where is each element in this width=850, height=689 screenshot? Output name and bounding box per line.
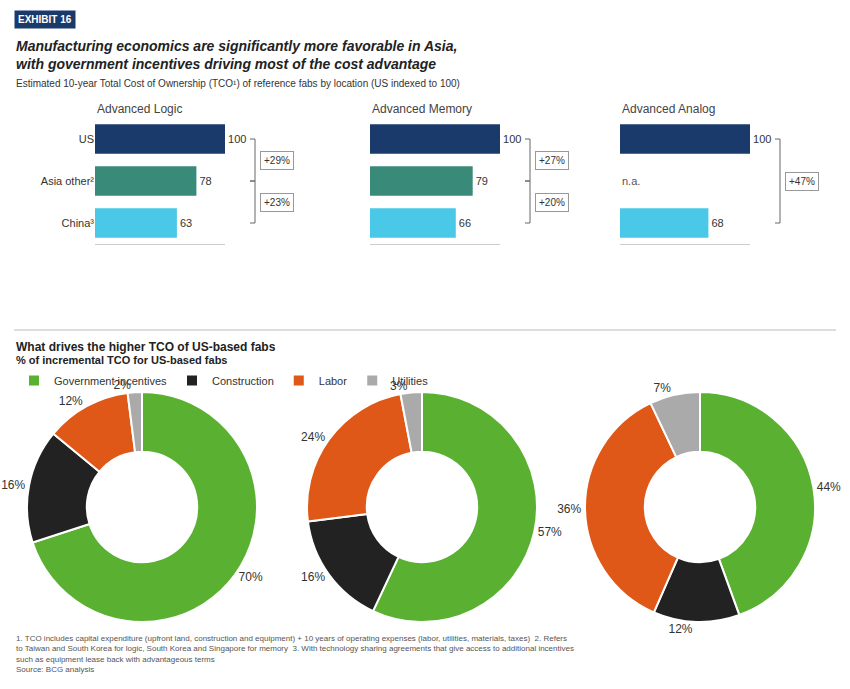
- svg-text:Advanced Logic: Advanced Logic: [97, 102, 182, 116]
- svg-text:1. TCO includes capital expend: 1. TCO includes capital expenditure (upf…: [16, 634, 574, 674]
- svg-text:n.a.: n.a.: [622, 175, 640, 187]
- svg-text:66: 66: [459, 217, 471, 229]
- svg-text:16%: 16%: [301, 570, 325, 584]
- svg-text:% of incremental TCO for US-ba: % of incremental TCO for US-based fabs: [16, 354, 227, 366]
- svg-text:Labor: Labor: [319, 375, 347, 387]
- svg-text:What drives the higher TCO of: What drives the higher TCO of US-based f…: [16, 340, 276, 354]
- svg-text:Asia other²: Asia other²: [41, 175, 95, 187]
- svg-text:Government incentives: Government incentives: [54, 375, 167, 387]
- svg-text:Manufacturing economics are si: Manufacturing economics are significantl…: [16, 38, 457, 72]
- svg-text:Construction: Construction: [212, 375, 274, 387]
- svg-text:12%: 12%: [669, 622, 693, 636]
- svg-text:EXHIBIT 16: EXHIBIT 16: [18, 14, 72, 25]
- svg-text:+20%: +20%: [539, 197, 565, 208]
- svg-text:US: US: [79, 133, 94, 145]
- svg-text:16%: 16%: [1, 478, 25, 492]
- svg-text:79: 79: [476, 175, 488, 187]
- svg-text:12%: 12%: [59, 394, 83, 408]
- svg-text:78: 78: [199, 175, 211, 187]
- svg-text:36%: 36%: [557, 502, 581, 516]
- svg-text:70%: 70%: [239, 570, 263, 584]
- svg-text:44%: 44%: [817, 480, 841, 494]
- svg-text:China³: China³: [62, 217, 95, 229]
- svg-text:+27%: +27%: [539, 155, 565, 166]
- svg-text:68: 68: [711, 217, 723, 229]
- svg-text:+29%: +29%: [264, 155, 290, 166]
- svg-text:100: 100: [753, 133, 771, 145]
- svg-text:+47%: +47%: [789, 176, 815, 187]
- svg-text:57%: 57%: [538, 525, 562, 539]
- svg-text:100: 100: [228, 133, 246, 145]
- svg-text:Estimated 10-year Total Cost o: Estimated 10-year Total Cost of Ownershi…: [16, 78, 460, 89]
- svg-text:Utilities: Utilities: [392, 375, 428, 387]
- svg-text:24%: 24%: [301, 430, 325, 444]
- svg-text:63: 63: [180, 217, 192, 229]
- svg-text:7%: 7%: [653, 381, 671, 395]
- svg-text:Advanced Analog: Advanced Analog: [622, 102, 715, 116]
- svg-text:100: 100: [503, 133, 521, 145]
- svg-text:Advanced Memory: Advanced Memory: [372, 102, 472, 116]
- svg-text:+23%: +23%: [264, 197, 290, 208]
